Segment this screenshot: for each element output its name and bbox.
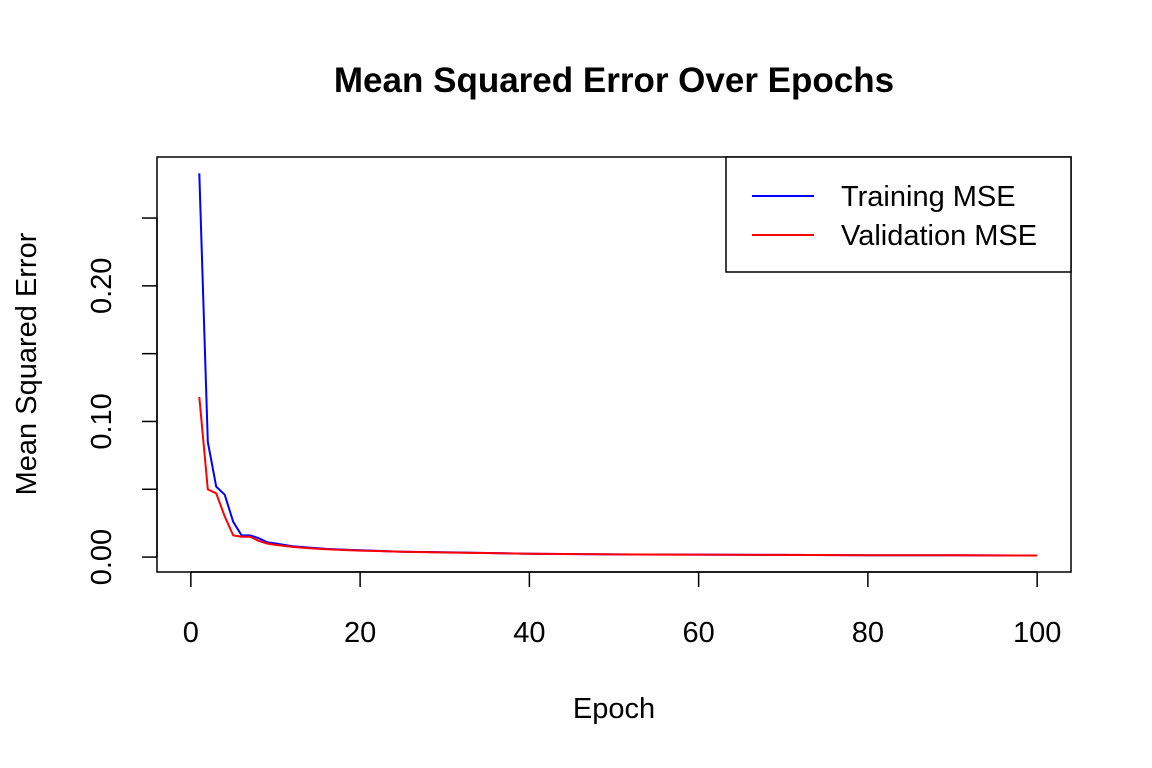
x-tick-label: 60 [682, 617, 714, 649]
legend: Training MSE Validation MSE [725, 156, 1072, 273]
chart-title: Mean Squared Error Over Epochs [334, 61, 894, 100]
legend-box [725, 156, 1072, 273]
y-axis: 0.00 0.10 0.20 [86, 217, 158, 585]
y-tick-label: 0.20 [86, 258, 118, 314]
y-axis-label: Mean Squared Error [11, 232, 43, 495]
x-tick-label: 100 [1013, 617, 1061, 649]
legend-label-training: Training MSE [841, 181, 1016, 213]
x-tick-label: 20 [344, 617, 376, 649]
x-tick-label: 80 [852, 617, 884, 649]
y-tick-label: 0.00 [86, 529, 118, 585]
legend-label-validation: Validation MSE [841, 220, 1037, 252]
y-tick-label: 0.10 [86, 393, 118, 449]
x-tick-label: 0 [183, 617, 199, 649]
x-axis-label: Epoch [573, 693, 655, 725]
series-layer [198, 173, 1038, 557]
x-axis: 0 20 40 60 80 100 [183, 571, 1061, 649]
series-line-validation [198, 396, 1038, 557]
x-tick-label: 40 [513, 617, 545, 649]
